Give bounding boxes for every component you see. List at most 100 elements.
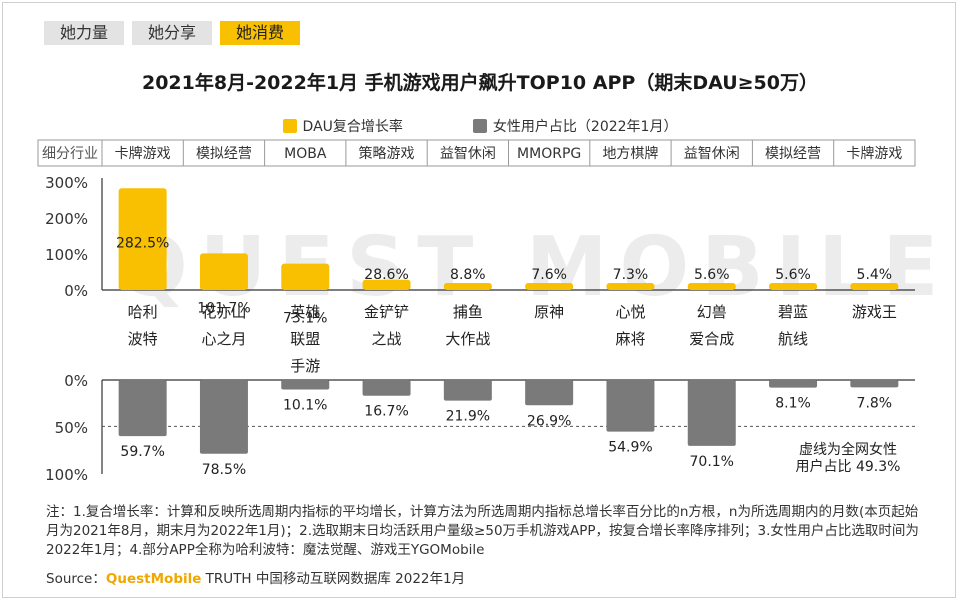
- dau-value-label: 101.7%: [197, 300, 250, 316]
- source-brand: QuestMobile: [105, 571, 202, 587]
- dau-value-label: 8.8%: [450, 267, 486, 283]
- dau-value-label: 5.4%: [857, 267, 893, 283]
- app-name-label: 游戏王: [852, 303, 897, 321]
- dau-bar: [606, 283, 655, 290]
- app-name-label: 航线: [778, 330, 808, 348]
- female-tick-label: 0%: [64, 372, 88, 390]
- app-name-label: 哈利: [128, 303, 158, 321]
- segment-label: 益智休闲: [684, 146, 740, 162]
- segment-label: MMORPG: [517, 146, 581, 162]
- legend-item-dau: DAU复合增长率: [282, 116, 403, 136]
- female-bar: [118, 380, 167, 437]
- watermark: QUEST MOBILE: [118, 220, 951, 315]
- app-name-label: 原神: [534, 303, 564, 321]
- female-tick-label: 100%: [45, 466, 88, 484]
- tab-her-sharing[interactable]: 她分享: [132, 21, 213, 45]
- segment-label: MOBA: [284, 146, 327, 162]
- segment-label: 卡牌游戏: [115, 145, 171, 162]
- tab-bar: 她力量 她分享 她消费: [44, 21, 301, 45]
- app-name-label: 麻将: [615, 330, 645, 348]
- female-bar: [769, 380, 818, 388]
- female-value-label: 10.1%: [283, 397, 327, 413]
- chart-canvas: 细分行业 卡牌游戏 模拟经营 MOBA 策略游戏 益智休闲 MMORPG 地方棋牌 益智休闲 模拟…: [37, 139, 916, 484]
- segment-label: 模拟经营: [765, 146, 821, 162]
- female-value-label: 16.7%: [364, 404, 408, 420]
- segment-label: 地方棋牌: [602, 145, 658, 162]
- dau-value-label: 28.6%: [364, 267, 408, 283]
- reference-note: 虚线为全网女性: [799, 441, 897, 458]
- app-name-label: 之战: [372, 330, 402, 348]
- dau-bar: [199, 253, 248, 290]
- chart-title: 2021年8月-2022年1月 手机游戏用户飙升TOP10 APP（期末DAU≥…: [141, 72, 819, 94]
- segment-label: 益智休闲: [440, 146, 496, 162]
- app-name-label: 英雄: [290, 303, 320, 321]
- legend-item-female: 女性用户占比（2022年1月）: [472, 116, 678, 136]
- app-name-label: 捕鱼: [453, 303, 483, 321]
- female-bar: [199, 380, 248, 454]
- dau-bar: [687, 283, 736, 290]
- dau-bar: [281, 263, 330, 290]
- female-value-label: 21.9%: [446, 409, 490, 425]
- female-value-label: 7.8%: [857, 395, 893, 411]
- reference-note: 用户占比 49.3%: [796, 458, 901, 475]
- female-tick-label: 50%: [55, 419, 88, 437]
- app-name-label: 碧蓝: [778, 303, 808, 321]
- app-name-label: 花亦山: [201, 303, 246, 321]
- dau-bar: [443, 283, 492, 290]
- female-bar: [525, 380, 574, 406]
- female-bar: [687, 380, 736, 446]
- dau-value-label: 7.6%: [531, 267, 567, 283]
- dau-value-label: 7.3%: [613, 267, 649, 283]
- footnote: 注：1.复合增长率：计算和反映所选周期内指标的平均增长，计算方法为所选周期内指标…: [46, 504, 919, 558]
- source-line: Source：QuestMobile TRUTH 中国移动互联网数据库 2022…: [46, 567, 465, 587]
- legend-label-dau: DAU复合增长率: [302, 119, 403, 135]
- segment-label: 模拟经营: [196, 146, 252, 162]
- dau-bar: [525, 283, 574, 290]
- legend-swatch-yellow: [282, 119, 297, 133]
- segment-label: 卡牌游戏: [846, 145, 902, 162]
- app-name-label: 幻兽: [697, 303, 727, 321]
- source-prefix: Source：: [46, 571, 106, 587]
- segment-label: 策略游戏: [359, 145, 415, 162]
- dau-tick-label: 200%: [45, 210, 88, 228]
- dau-value-label: 73.1%: [283, 311, 327, 327]
- app-name-label: 联盟: [290, 330, 320, 348]
- dau-tick-label: 300%: [45, 174, 88, 192]
- tab-her-power[interactable]: 她力量: [44, 21, 125, 45]
- dau-tick-label: 100%: [45, 246, 88, 264]
- female-value-label: 8.1%: [775, 396, 811, 412]
- app-name-label: 心之月: [201, 330, 246, 348]
- tab-her-consumption[interactable]: 她消费: [220, 21, 301, 45]
- app-name-label: 波特: [128, 330, 158, 348]
- female-bar: [362, 380, 411, 396]
- segment-header-label: 细分行业: [42, 146, 98, 162]
- dau-bar: [362, 279, 411, 290]
- female-bar: [443, 380, 492, 401]
- dau-bar: [769, 283, 818, 290]
- app-name-label: 手游: [290, 357, 320, 375]
- dau-value-label: 5.6%: [694, 267, 730, 283]
- female-value-label: 70.1%: [690, 454, 734, 470]
- dau-tick-label: 0%: [64, 282, 88, 300]
- female-value-label: 54.9%: [608, 440, 652, 456]
- female-bar: [606, 380, 655, 432]
- female-bar: [850, 380, 899, 388]
- dau-bar: [850, 283, 899, 290]
- dau-bar: [118, 188, 167, 290]
- app-name-label: 金铲铲: [364, 303, 409, 321]
- dau-value-label: 282.5%: [116, 235, 169, 251]
- dau-value-label: 5.6%: [775, 267, 811, 283]
- female-value-label: 26.9%: [527, 413, 571, 429]
- app-name-label: 大作战: [445, 330, 490, 348]
- app-name-label: 爱合成: [689, 330, 734, 348]
- legend-swatch-gray: [472, 119, 487, 133]
- segment-header-row: [37, 139, 916, 167]
- female-value-label: 59.7%: [120, 444, 164, 460]
- female-bar: [281, 380, 330, 390]
- legend-label-female: 女性用户占比（2022年1月）: [492, 119, 678, 135]
- source-suffix: TRUTH 中国移动互联网数据库 2022年1月: [201, 571, 466, 587]
- app-name-label: 心悦: [615, 303, 645, 321]
- legend: DAU复合增长率 女性用户占比（2022年1月）: [0, 116, 960, 136]
- female-value-label: 78.5%: [202, 462, 246, 478]
